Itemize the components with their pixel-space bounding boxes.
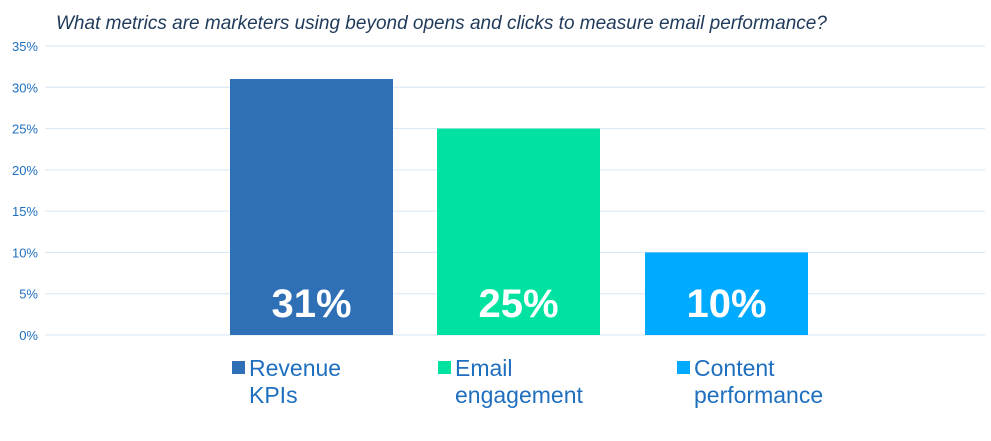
chart-title: What metrics are marketers using beyond … [56,13,827,34]
legend-swatch [232,361,245,374]
bar [645,252,808,335]
legend-label: engagement [455,382,583,408]
legend-swatch [438,361,451,374]
bar-value-label: 10% [686,282,766,326]
y-tick-label: 15% [12,204,38,219]
legend-label: KPIs [249,382,298,408]
y-tick-label: 10% [12,245,38,260]
y-tick-label: 30% [12,80,38,95]
y-tick-label: 5% [19,287,38,302]
bars: 31% 25% 10% [230,79,808,336]
legend-label: performance [694,382,823,408]
bar [230,79,393,336]
legend-label: Revenue [249,355,341,381]
bar [437,128,600,335]
bar-value-label: 31% [271,282,351,326]
bar-value-label: 25% [478,282,558,326]
legend-label: Content [694,355,775,381]
y-tick-label: 20% [12,163,38,178]
legend-swatch [677,361,690,374]
legend-label: Email [455,355,513,381]
y-axis-ticks: 0% 5% 10% 15% 20% 25% 30% 35% [12,39,38,343]
y-tick-label: 0% [19,328,38,343]
y-tick-label: 25% [12,122,38,137]
y-tick-label: 35% [12,39,38,54]
